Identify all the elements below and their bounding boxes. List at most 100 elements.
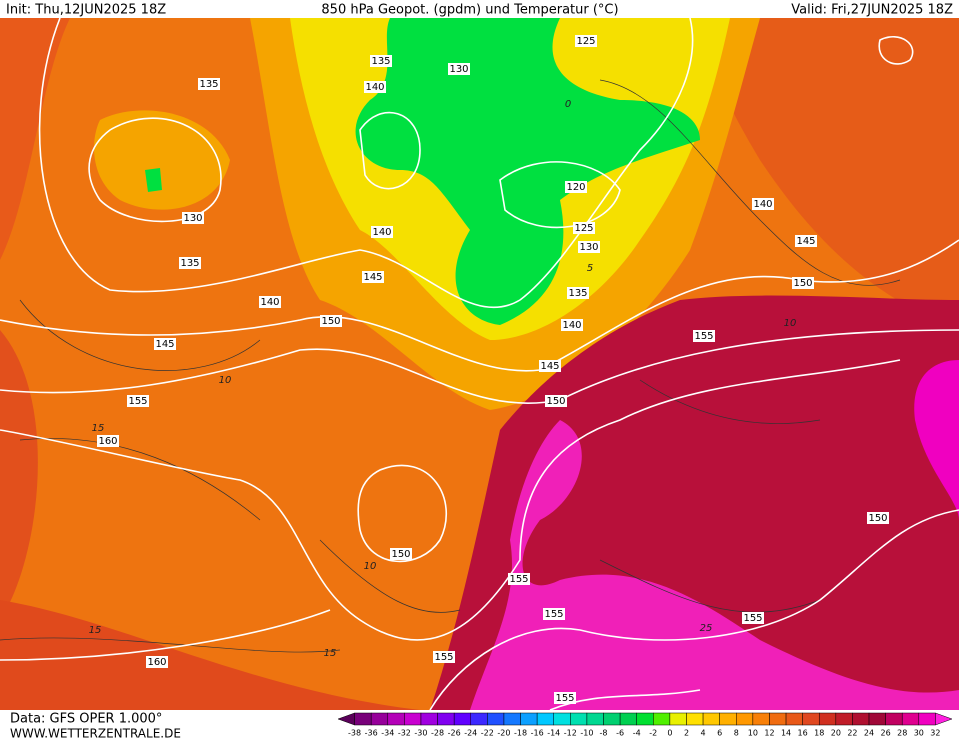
- colorbar-label: -2: [649, 729, 657, 738]
- colorbar-swatch: [520, 712, 538, 726]
- geopotential-label: 155: [509, 574, 528, 585]
- geopotential-label: 140: [753, 199, 772, 210]
- colorbar-label: 20: [831, 729, 841, 738]
- label-box: [565, 181, 587, 193]
- colorbar-arrow: [935, 712, 953, 726]
- colorbar-label: -38: [348, 729, 361, 738]
- colorbar-swatch: [835, 712, 853, 726]
- colorbar-swatch: [885, 712, 903, 726]
- colorbar-label: -24: [464, 729, 477, 738]
- geopotential-label: 145: [155, 339, 174, 350]
- colorbar-swatch: [619, 712, 637, 726]
- temperature-label: 25: [700, 623, 713, 634]
- colorbar-label: -28: [431, 729, 444, 738]
- warm-edge: [0, 600, 420, 710]
- label-box: [433, 651, 455, 663]
- geopotential-label: 150: [391, 549, 410, 560]
- geopotential-contour: [38, 17, 694, 309]
- geopotential-contour: [0, 239, 959, 372]
- colorbar-label: 10: [748, 729, 758, 738]
- colorbar-swatch: [570, 712, 588, 726]
- label-box: [179, 257, 201, 269]
- geopotential-contour: [878, 35, 914, 65]
- colorbar-label: 14: [781, 729, 791, 738]
- colorbar-swatch: [354, 712, 372, 726]
- geopotential-label: 135: [199, 79, 218, 90]
- header-bar: [0, 0, 959, 18]
- colorbar-swatch: [653, 712, 671, 726]
- label-box: [545, 395, 567, 407]
- geopotential-label: 140: [372, 227, 391, 238]
- geopotential-label: 140: [260, 297, 279, 308]
- label-box: [543, 608, 565, 620]
- geopotential-label: 155: [434, 652, 453, 663]
- label-box: [795, 235, 817, 247]
- geopotential-label: 145: [363, 272, 382, 283]
- temperature-label: 5: [587, 263, 593, 274]
- label-box: [508, 573, 530, 585]
- label-box: [575, 35, 597, 47]
- label-box: [362, 271, 384, 283]
- label-box: [154, 338, 176, 350]
- label-box: [127, 395, 149, 407]
- geopotential-label: 150: [321, 316, 340, 327]
- label-box: [539, 360, 561, 372]
- colorbar-swatch: [404, 712, 422, 726]
- colorbar-label: 28: [897, 729, 907, 738]
- geopotential-label: 160: [98, 436, 117, 447]
- geopotential-label: 155: [694, 331, 713, 342]
- label-box: [182, 212, 204, 224]
- colorbar-swatch: [868, 712, 886, 726]
- temperature-labels: 10 15 10 15 15 25 10 5 0: [89, 99, 797, 659]
- geopotential-label: 125: [576, 36, 595, 47]
- geopotential-label: 125: [574, 223, 593, 234]
- colorbar-label: -6: [616, 729, 624, 738]
- colorbar-swatch: [553, 712, 571, 726]
- temperature-label: 15: [324, 648, 337, 659]
- valid-time: Valid: Fri,27JUN2025 18Z: [791, 3, 953, 18]
- colorbar-swatch: [719, 712, 737, 726]
- colorbar-label: 0: [667, 729, 672, 738]
- colorbar-label: 2: [684, 729, 689, 738]
- geopotential-label: 155: [128, 396, 147, 407]
- colorbar-label: -14: [547, 729, 560, 738]
- colorbar-swatch: [420, 712, 438, 726]
- warm-edge: [0, 330, 38, 620]
- geopotential-label: 145: [540, 361, 559, 372]
- colorbar-swatch: [752, 712, 770, 726]
- map: 1351351301401251301351401201251301451401…: [0, 17, 959, 711]
- label-box: [146, 656, 168, 668]
- colorbar-label: -12: [564, 729, 577, 738]
- very-cold-field: [145, 168, 162, 192]
- colorbar-label: 18: [814, 729, 824, 738]
- label-box: [573, 222, 595, 234]
- colorbar-label: -30: [414, 729, 427, 738]
- map-title: 850 hPa Geopot. (gpdm) und Temperatur (°…: [321, 3, 618, 18]
- geopotential-contour: [359, 111, 421, 190]
- colorbar-label: -18: [514, 729, 527, 738]
- colorbar-swatch: [686, 712, 704, 726]
- geopotential-label: 130: [449, 64, 468, 75]
- colorbar-label: -8: [600, 729, 608, 738]
- colorbar-swatch: [636, 712, 654, 726]
- colorbar-label: 16: [798, 729, 808, 738]
- temperature-label: 15: [89, 625, 102, 636]
- geopotential-contour: [357, 464, 448, 563]
- label-box: [320, 315, 342, 327]
- geopotential-contour: [0, 359, 901, 641]
- label-box: [561, 319, 583, 331]
- colorbar-swatch: [769, 712, 787, 726]
- label-box: [578, 241, 600, 253]
- init-time: Init: Thu,12JUN2025 18Z: [6, 3, 166, 18]
- label-box: [792, 277, 814, 289]
- label-box: [370, 55, 392, 67]
- colorbar-swatch: [852, 712, 870, 726]
- warm-field: [700, 18, 959, 330]
- warm-edge: [0, 18, 70, 260]
- geopotential-label: 135: [568, 288, 587, 299]
- colorbar-swatch: [470, 712, 488, 726]
- geopotential-label: 130: [579, 242, 598, 253]
- geopotential-label: 160: [147, 657, 166, 668]
- colorbar-label: 26: [881, 729, 891, 738]
- geopotential-label: 155: [743, 613, 762, 624]
